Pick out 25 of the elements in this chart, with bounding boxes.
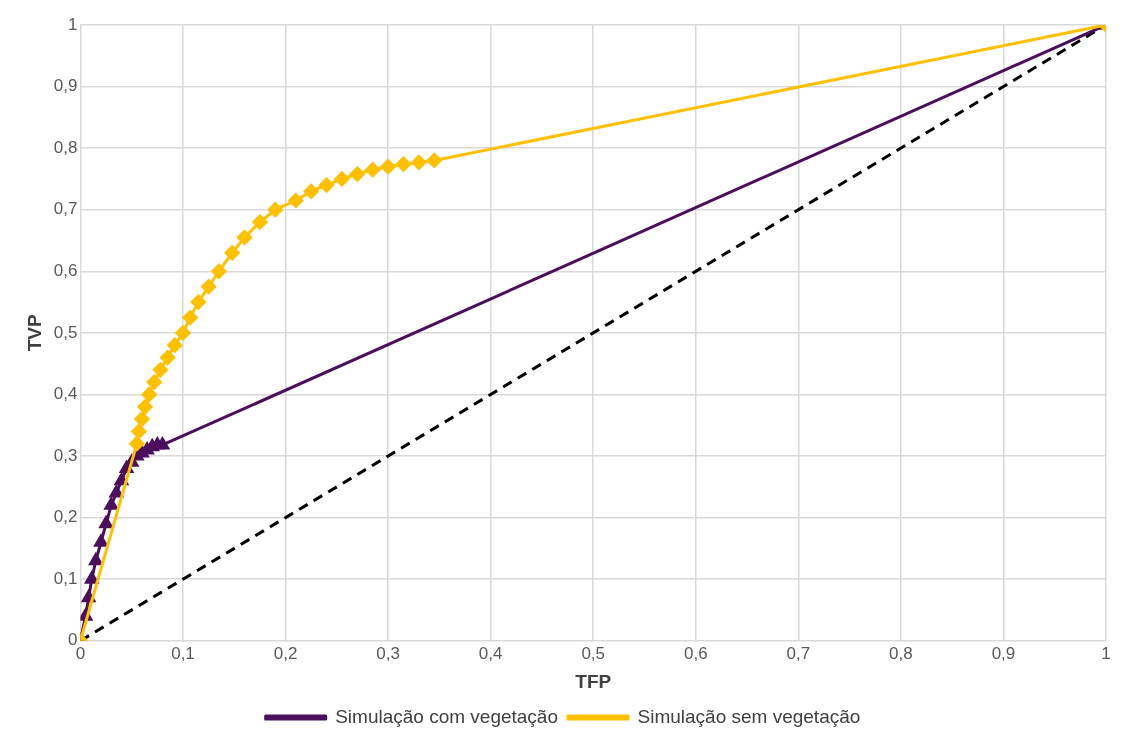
y-tick-label: 0: [67, 630, 78, 650]
y-tick-label: 0,6: [53, 261, 78, 281]
y-tick-label: 0,9: [53, 76, 78, 96]
y-tick-label: 0,4: [53, 384, 78, 404]
x-tick-label: 0,9: [991, 643, 1016, 663]
x-tick-label: 0,7: [786, 643, 811, 663]
x-tick-label: 0,5: [581, 643, 606, 663]
y-tick-label: 0,5: [53, 322, 78, 342]
y-tick-label: 0,8: [53, 137, 78, 157]
x-tick-label: 0,8: [889, 643, 913, 663]
x-tick-label: 0,1: [171, 643, 195, 663]
x-tick-label: 0,2: [273, 643, 298, 663]
y-tick-label: 1: [67, 14, 78, 34]
y-axis-title: TVP: [23, 314, 45, 352]
y-tick-label: 0,3: [53, 445, 78, 465]
x-tick-label: 0,3: [376, 643, 400, 663]
legend-label: Simulação com vegetação: [335, 705, 558, 727]
y-tick-label: 0,2: [53, 507, 78, 527]
x-tick-label: 1: [1101, 643, 1111, 663]
x-axis-title: TFP: [575, 670, 612, 692]
y-tick-label: 0,1: [53, 568, 78, 588]
x-tick-label: 0,4: [478, 643, 503, 663]
y-tick-label: 0,7: [53, 199, 78, 219]
x-tick-label: 0,6: [683, 643, 708, 663]
legend-label: Simulação sem vegetação: [637, 705, 861, 727]
